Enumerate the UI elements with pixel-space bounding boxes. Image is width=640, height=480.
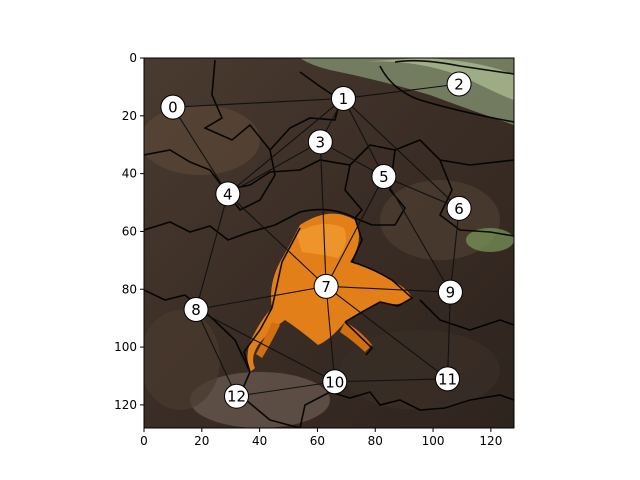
edge-5-9 [383, 176, 451, 293]
edge-1-2 [343, 83, 460, 100]
x-tick-label: 60 [310, 434, 325, 448]
edge-6-9 [449, 208, 460, 293]
y-tick-label: 100 [114, 340, 137, 354]
node-9: 9 [437, 279, 463, 305]
node-label: 7 [321, 278, 331, 296]
y-tick-label: 80 [122, 282, 137, 296]
node-label: 4 [223, 185, 233, 203]
node-0: 0 [160, 94, 186, 120]
y-tick-label: 120 [114, 398, 137, 412]
node-circle [330, 85, 356, 111]
node-10: 10 [322, 369, 348, 395]
node-circle [215, 181, 241, 207]
edge-5-6 [383, 176, 460, 209]
edge-10-11 [334, 378, 448, 383]
node-circle [446, 195, 472, 221]
edge-3-7 [319, 141, 327, 287]
node-label: 2 [454, 76, 464, 94]
node-circle [437, 279, 463, 305]
edge-1-4 [227, 98, 344, 195]
plot-frame [143, 57, 515, 429]
x-axis: 0 20 40 60 80 100 120 [140, 428, 502, 448]
background-image [144, 58, 514, 428]
node-circle [160, 94, 186, 120]
node-2: 2 [446, 71, 472, 97]
node-label: 12 [227, 388, 246, 406]
edge-4-7 [227, 193, 327, 287]
edge-1-5 [342, 98, 385, 177]
edge-0-1 [172, 97, 344, 108]
edge-7-9 [326, 285, 451, 293]
node-circle [435, 366, 461, 392]
x-tick-label: 40 [252, 434, 267, 448]
y-tick-label: 60 [122, 224, 137, 238]
x-tick-label: 20 [194, 434, 209, 448]
graph-edges [172, 83, 460, 397]
node-circle [183, 296, 209, 322]
edge-0-4 [172, 106, 229, 195]
edge-1-6 [343, 98, 460, 209]
node-6: 6 [446, 195, 472, 221]
node-label: 8 [191, 301, 201, 319]
edge-8-10 [195, 308, 336, 383]
node-label: 10 [325, 373, 344, 391]
node-label: 0 [168, 99, 178, 117]
x-tick-label: 0 [140, 434, 148, 448]
y-tick-label: 0 [129, 51, 137, 65]
edge-3-4 [227, 141, 321, 195]
node-circle [313, 273, 339, 299]
y-tick-label: 40 [122, 167, 137, 181]
node-circle [446, 71, 472, 97]
edge-5-7 [325, 176, 385, 287]
node-circle [322, 369, 348, 395]
node-label: 6 [454, 200, 464, 218]
edge-4-8 [195, 193, 229, 310]
x-tick-label: 80 [368, 434, 383, 448]
node-11: 11 [435, 366, 461, 392]
node-12: 12 [224, 383, 249, 409]
node-1: 1 [330, 85, 356, 111]
node-8: 8 [183, 296, 209, 322]
edge-9-11 [446, 292, 451, 379]
edge-8-12 [195, 309, 237, 397]
edge-10-12 [236, 381, 335, 397]
x-tick-label: 120 [479, 434, 502, 448]
node-label: 5 [379, 168, 389, 186]
node-7: 7 [313, 273, 339, 299]
edge-7-10 [325, 286, 336, 382]
edge-7-8 [195, 285, 327, 311]
node-3: 3 [307, 129, 333, 155]
node-4: 4 [215, 181, 241, 207]
node-label: 9 [446, 284, 456, 302]
node-circle [371, 164, 397, 190]
edge-7-11 [325, 285, 448, 380]
y-axis: 0 20 40 60 80 100 120 [114, 51, 144, 412]
node-label: 11 [438, 370, 457, 388]
node-circle [307, 129, 333, 155]
y-tick-label: 20 [122, 109, 137, 123]
node-5: 5 [371, 164, 397, 190]
node-circle [224, 383, 249, 409]
node-label: 1 [339, 90, 349, 108]
node-label: 3 [316, 133, 326, 151]
superpixel-boundaries [144, 59, 514, 428]
x-tick-label: 100 [422, 434, 445, 448]
